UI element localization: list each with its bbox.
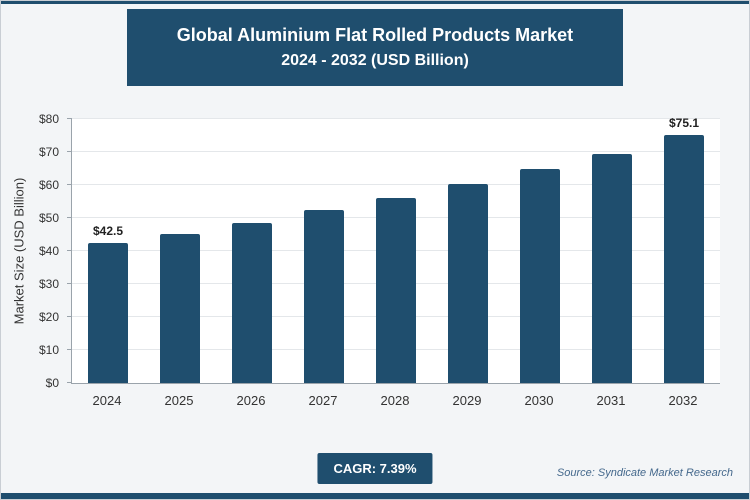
- bar-value-label: $42.5: [92, 223, 124, 238]
- bar-column: $42.5: [72, 119, 144, 383]
- bar-2032: $75.1: [664, 116, 704, 383]
- y-tick-label: $40: [38, 244, 59, 258]
- bar-2030: [520, 169, 560, 383]
- gridline: [72, 118, 720, 119]
- x-tick-label: 2027: [308, 393, 338, 408]
- y-tick-label: $10: [38, 343, 59, 357]
- x-tick-label: 2025: [164, 393, 194, 408]
- bar-2026: [232, 222, 272, 383]
- chart-title-line2: 2024 - 2032 (USD Billion): [281, 52, 469, 69]
- bar-column: [144, 119, 216, 383]
- y-tick-mark: [67, 349, 72, 350]
- gridline: [72, 184, 720, 185]
- x-tick-label: 2031: [596, 393, 626, 408]
- y-tick-label: $50: [38, 211, 59, 225]
- y-tick-label: $70: [38, 145, 59, 159]
- bar-2024: $42.5: [88, 224, 128, 383]
- cagr-badge: CAGR: 7.39%: [317, 453, 433, 484]
- bar-2028: [376, 197, 416, 383]
- y-tick-mark: [67, 118, 72, 119]
- y-axis: $0 $10 $20 $30 $40 $50 $60 $70 $80: [1, 112, 69, 390]
- y-tick-mark: [67, 316, 72, 317]
- bar-2027: [304, 210, 344, 383]
- y-tick-mark: [67, 382, 72, 383]
- y-tick-mark: [67, 283, 72, 284]
- x-tick-label: 2028: [380, 393, 410, 408]
- bar-value-label: $75.1: [668, 116, 700, 131]
- y-tick-label: $80: [38, 112, 59, 126]
- bar-2029: [448, 183, 488, 383]
- bottom-edge-strip: [1, 493, 749, 499]
- bar-column: [504, 119, 576, 383]
- y-tick-mark: [67, 217, 72, 218]
- source-attribution: Source: Syndicate Market Research: [556, 467, 733, 479]
- bar-column: [360, 119, 432, 383]
- x-tick-label: 2024: [92, 393, 122, 408]
- bar-column: [576, 119, 648, 383]
- y-tick-mark: [67, 184, 72, 185]
- bar-column: [216, 119, 288, 383]
- x-axis: 2024 2025 2026 2027 2028 2029 2030 2031 2032: [71, 393, 719, 408]
- bar-2025: [160, 233, 200, 383]
- y-tick-mark: [67, 151, 72, 152]
- gridline: [72, 151, 720, 152]
- bar-column: [288, 119, 360, 383]
- y-tick-label: $0: [45, 376, 59, 390]
- top-edge-strip: [1, 1, 749, 4]
- y-tick-label: $20: [38, 310, 59, 324]
- bar-column: [432, 119, 504, 383]
- y-tick-mark: [67, 250, 72, 251]
- bar-column: $75.1: [648, 116, 720, 383]
- x-tick-label: 2030: [524, 393, 554, 408]
- bar-2031: [592, 153, 632, 383]
- bar-chart-plot-area: $42.5 $75.1: [67, 116, 720, 384]
- x-tick-label: 2029: [452, 393, 482, 408]
- x-tick-label: 2032: [668, 393, 698, 408]
- chart-title-banner: Global Aluminium Flat Rolled Products Ma…: [127, 9, 623, 86]
- chart-title-line1: Global Aluminium Flat Rolled Products Ma…: [176, 25, 574, 45]
- bar-series: $42.5 $75.1: [72, 116, 720, 383]
- y-tick-label: $30: [38, 277, 59, 291]
- x-tick-label: 2026: [236, 393, 266, 408]
- y-tick-label: $60: [38, 178, 59, 192]
